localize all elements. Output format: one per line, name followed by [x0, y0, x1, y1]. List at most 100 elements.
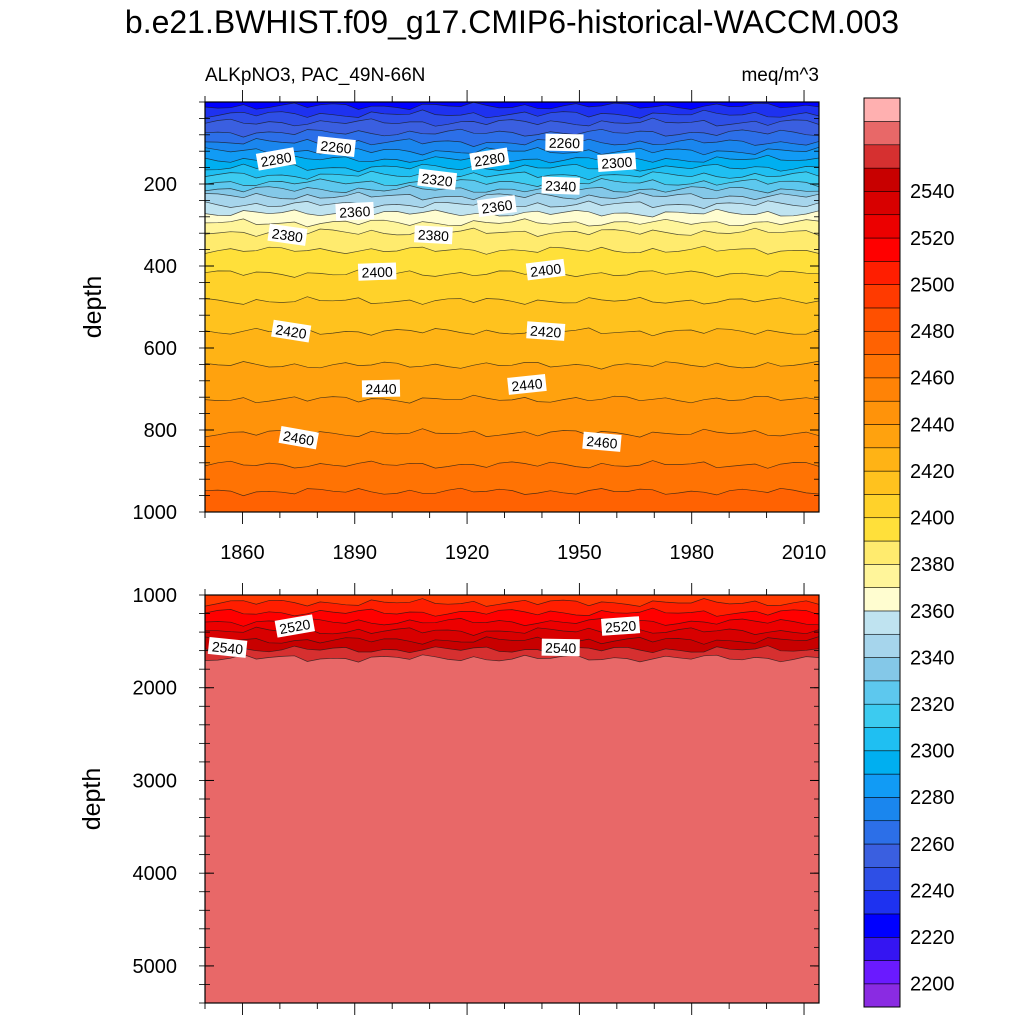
colorbar-label: 2280: [910, 787, 955, 809]
contour-line: [205, 146, 819, 156]
contour-label: 2460: [582, 431, 622, 452]
colorbar-swatch: [863, 493, 901, 519]
contour-label-box: [207, 636, 248, 658]
contour-label-box: [601, 616, 641, 636]
colorbar-swatch: [863, 796, 901, 822]
colorbar-swatch: [863, 563, 901, 588]
colorbar-swatch: [863, 540, 901, 565]
contour-line: [205, 218, 819, 228]
colorbar-label: 2540: [910, 181, 955, 203]
contour-label-box: [414, 225, 453, 245]
lower-y-axis: 1000 2000 3000 4000 5000: [133, 585, 819, 1004]
colorbar: 2200 2220 2240 2260 2280 2300 2320 2340 2360 2380…: [863, 97, 955, 1008]
y-tick-label: 800: [144, 420, 177, 442]
colorbar-swatch: [863, 121, 901, 146]
contour-label: 2520: [601, 616, 641, 636]
colorbar-label: 2240: [910, 880, 955, 902]
contour-label: 2420: [526, 321, 566, 341]
contour-line: [205, 487, 819, 497]
contour-label-box: [255, 147, 297, 171]
contour-label: 2540: [541, 638, 580, 657]
contour-label: 2280: [255, 147, 297, 171]
colorbar-swatch: [863, 284, 901, 309]
contour-label: 2420: [271, 319, 312, 343]
contour-label: 2260: [316, 136, 356, 158]
contour-label: 2440: [507, 373, 547, 395]
contour-label-text: 2280: [259, 149, 293, 170]
contour-line: [205, 460, 819, 469]
upper-contour-bands: [205, 102, 819, 512]
contour-label-text: 2320: [421, 170, 454, 190]
colorbar-label: 2300: [910, 741, 955, 763]
units-label: meq/m^3: [741, 65, 819, 86]
colorbar-swatch: [863, 330, 901, 355]
contour-line: [205, 154, 819, 164]
contour-label: 2440: [361, 379, 401, 398]
colorbar-swatch: [863, 680, 901, 705]
contour-label-text: 2300: [601, 154, 633, 172]
contour-label: 2300: [597, 152, 637, 173]
contour-label-text: 2440: [511, 375, 544, 394]
contour-label: 2280: [469, 147, 510, 171]
upper-y-axis-label: depth: [79, 276, 107, 339]
contour-label-box: [469, 147, 510, 171]
contour-line: [205, 138, 819, 147]
colorbar-swatch: [863, 820, 901, 845]
colorbar-label: 2260: [910, 834, 955, 856]
contour-label-box: [278, 426, 319, 450]
colorbar-swatch: [863, 400, 901, 425]
y-tick-label: 3000: [133, 770, 178, 792]
contour-label: 2340: [541, 176, 581, 195]
contour-line: [205, 170, 819, 181]
colorbar-swatch: [863, 517, 901, 542]
y-tick-label: 4000: [133, 863, 178, 885]
contour-line: [205, 178, 819, 188]
contour-label-text: 2440: [365, 381, 397, 398]
y-tick-label: 600: [144, 338, 177, 360]
contour-line: [205, 636, 819, 645]
colorbar-label: 2200: [910, 974, 955, 996]
contour-label-box: [597, 152, 637, 173]
contour-label-box: [541, 176, 581, 195]
contour-label-text: 2360: [480, 196, 513, 216]
contour-line: [205, 128, 819, 138]
colorbar-swatch: [863, 190, 901, 216]
x-tick-label: 1950: [557, 542, 602, 564]
contour-band: [205, 595, 819, 607]
contour-label: 2380: [414, 225, 453, 245]
contour-label-box: [476, 195, 517, 218]
colorbar-swatch: [863, 144, 901, 169]
contour-label-box: [335, 201, 375, 221]
contour-label-text: 2520: [278, 616, 312, 637]
x-tick-label: 2010: [782, 542, 827, 564]
x-tick-label: 1980: [669, 542, 714, 564]
colorbar-frame: [863, 97, 901, 1008]
contour-label-box: [316, 136, 356, 158]
contour-line: [205, 208, 819, 218]
lower-contour-labels: 2520 2540 2540 2520: [207, 614, 641, 658]
colorbar-label: 2500: [910, 274, 955, 296]
colorbar-swatch: [863, 377, 901, 402]
colorbar-label: 2400: [910, 508, 955, 530]
contour-line: [205, 360, 819, 370]
contour-label-text: 2460: [282, 428, 316, 449]
contour-label-text: 2400: [529, 260, 562, 280]
contour-label: 2260: [545, 133, 584, 152]
colorbar-swatch: [863, 913, 901, 938]
contour-line: [205, 269, 819, 278]
contour-label-text: 2360: [339, 203, 371, 221]
contour-line: [205, 109, 819, 119]
colorbar-swatch: [863, 237, 901, 262]
colorbar-swatch: [863, 773, 901, 798]
contour-band: [205, 102, 819, 110]
contour-label-box: [274, 614, 316, 638]
contour-label-box: [271, 319, 312, 343]
upper-plot-frame: [204, 101, 820, 513]
contour-label-text: 2540: [545, 640, 577, 657]
x-tick-label: 1860: [220, 542, 265, 564]
colorbar-swatch: [863, 424, 901, 449]
contour-line: [205, 394, 819, 404]
contour-label: 2360: [335, 201, 375, 221]
upper-contour-labels: 2280 2260 2260 2300 2280 2320 2340 2360 2360 2380…: [255, 133, 637, 452]
